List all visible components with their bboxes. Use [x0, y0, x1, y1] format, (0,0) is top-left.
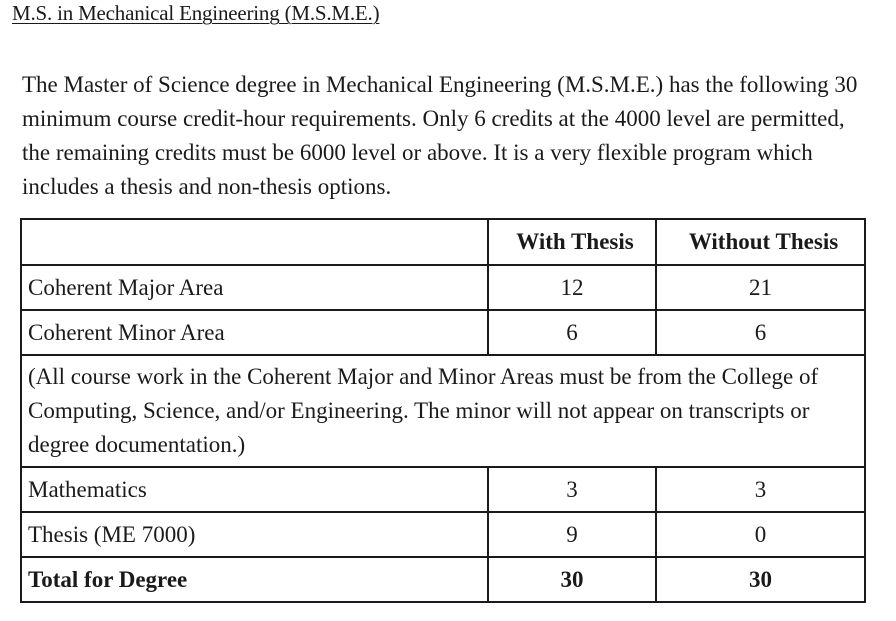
table-row-mathematics: Mathematics 3 3	[20, 466, 866, 513]
table-row-thesis: Thesis (ME 7000) 9 0	[20, 511, 866, 558]
header-without-thesis: Without Thesis	[655, 218, 866, 266]
credit-requirements-table: With Thesis Without Thesis Coherent Majo…	[20, 218, 866, 603]
row-label: Coherent Minor Area	[20, 309, 489, 356]
row-label: Coherent Major Area	[20, 264, 489, 311]
header-with-thesis: With Thesis	[487, 218, 657, 266]
without-thesis-value: 0	[655, 511, 866, 558]
table-header-row: With Thesis Without Thesis	[20, 218, 866, 266]
with-thesis-value: 6	[487, 309, 657, 356]
total-with-thesis: 30	[487, 556, 657, 603]
total-without-thesis: 30	[655, 556, 866, 603]
table-row-minor: Coherent Minor Area 6 6	[20, 309, 866, 356]
with-thesis-value: 12	[487, 264, 657, 311]
intro-paragraph: The Master of Science degree in Mechanic…	[22, 72, 858, 199]
row-label: Thesis (ME 7000)	[20, 511, 489, 558]
coursework-note: (All course work in the Coherent Major a…	[20, 354, 866, 468]
table-note-row: (All course work in the Coherent Major a…	[20, 354, 866, 468]
with-thesis-value: 9	[487, 511, 657, 558]
without-thesis-value: 21	[655, 264, 866, 311]
page-heading[interactable]: M.S. in Mechanical Engineering (M.S.M.E.…	[12, 1, 380, 25]
table-row-total: Total for Degree 30 30	[20, 556, 866, 603]
with-thesis-value: 3	[487, 466, 657, 513]
without-thesis-value: 6	[655, 309, 866, 356]
without-thesis-value: 3	[655, 466, 866, 513]
table-row-major: Coherent Major Area 12 21	[20, 264, 866, 311]
row-label: Mathematics	[20, 466, 489, 513]
total-label: Total for Degree	[20, 556, 489, 603]
header-empty-cell	[20, 218, 489, 266]
